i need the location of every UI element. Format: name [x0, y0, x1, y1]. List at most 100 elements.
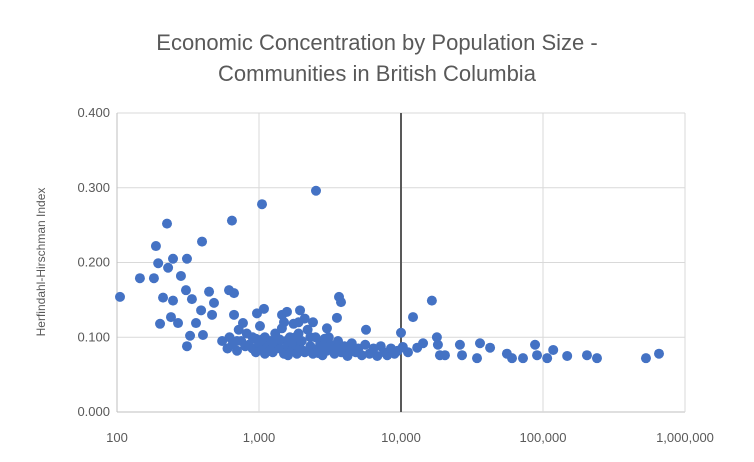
- x-tick-label: 1,000: [243, 430, 276, 445]
- x-tick-label: 10,000: [381, 430, 421, 445]
- data-point: [323, 332, 334, 343]
- data-point: [472, 353, 483, 364]
- data-point: [640, 353, 651, 364]
- data-point: [532, 350, 543, 361]
- data-point: [197, 236, 208, 247]
- data-point: [257, 199, 268, 210]
- data-point: [296, 344, 307, 355]
- data-point: [396, 327, 406, 338]
- data-point: [591, 353, 602, 364]
- data-point: [517, 353, 528, 364]
- data-point: [150, 241, 161, 252]
- data-point: [197, 330, 208, 341]
- data-point: [408, 312, 419, 323]
- data-point: [562, 350, 573, 361]
- data-point: [267, 337, 278, 348]
- data-point: [361, 324, 372, 335]
- data-point: [229, 288, 240, 299]
- data-point: [331, 312, 342, 323]
- data-point: [307, 317, 318, 328]
- data-point: [295, 305, 306, 316]
- data-point: [153, 258, 164, 269]
- data-point: [217, 335, 228, 346]
- data-point: [360, 339, 371, 350]
- data-point: [507, 353, 518, 364]
- data-point: [207, 309, 218, 320]
- data-point: [233, 324, 244, 335]
- data-point: [426, 295, 437, 306]
- data-point: [168, 295, 179, 306]
- x-tick-label: 100,000: [520, 430, 567, 445]
- data-point: [310, 185, 321, 196]
- data-point: [232, 345, 243, 356]
- data-point: [474, 338, 485, 349]
- data-point: [530, 339, 541, 350]
- data-point: [432, 339, 443, 350]
- data-point: [165, 312, 176, 323]
- chart-title-line-1: Economic Concentration by Population Siz…: [156, 30, 597, 55]
- data-point: [485, 342, 496, 353]
- data-point: [175, 270, 186, 281]
- data-point: [250, 347, 261, 358]
- x-tick-label: 100: [106, 430, 128, 445]
- data-point: [254, 321, 265, 332]
- data-point: [412, 342, 423, 353]
- y-tick-label: 0.400: [77, 105, 110, 120]
- x-tick-label: 1,000,000: [656, 430, 714, 445]
- data-point: [321, 323, 332, 334]
- y-tick-label: 0.000: [77, 404, 110, 419]
- data-point: [265, 345, 276, 356]
- data-point: [581, 350, 592, 361]
- data-point: [180, 285, 191, 296]
- data-point: [162, 218, 173, 229]
- data-point: [181, 253, 192, 264]
- data-point: [158, 292, 169, 303]
- data-point: [258, 303, 269, 314]
- data-point: [226, 215, 237, 226]
- chart-title-line-2: Communities in British Columbia: [218, 61, 537, 86]
- data-point: [542, 353, 553, 364]
- data-point: [439, 350, 450, 361]
- x-axis-ticks: 100 1,000 10,000 100,000 1,000,000: [106, 430, 714, 445]
- data-point: [454, 339, 465, 350]
- data-point: [548, 344, 559, 355]
- data-point: [317, 341, 328, 352]
- data-point: [457, 350, 468, 361]
- data-point: [168, 253, 179, 264]
- y-axis-ticks: 0.000 0.100 0.200 0.300 0.400: [77, 105, 110, 419]
- y-axis-label: Herfindahl-Hirschman Index: [34, 188, 48, 337]
- data-point: [279, 317, 290, 328]
- data-point: [431, 332, 442, 343]
- data-point: [148, 273, 159, 284]
- data-point: [331, 343, 342, 354]
- data-point: [305, 332, 316, 343]
- data-point: [402, 347, 413, 358]
- data-point: [155, 318, 166, 329]
- data-point: [281, 306, 292, 317]
- y-tick-label: 0.100: [77, 329, 110, 344]
- data-point: [173, 318, 184, 329]
- data-point: [181, 341, 192, 352]
- data-point: [345, 344, 356, 355]
- data-point: [229, 309, 240, 320]
- data-point: [336, 297, 347, 308]
- data-point: [196, 305, 207, 316]
- data-point: [185, 330, 196, 341]
- data-point: [247, 332, 258, 343]
- data-point: [115, 291, 126, 302]
- data-point: [356, 350, 367, 361]
- data-point: [204, 286, 215, 297]
- data-point: [134, 273, 145, 284]
- data-point: [293, 317, 304, 328]
- y-tick-label: 0.200: [77, 255, 110, 270]
- data-point: [654, 348, 665, 359]
- y-tick-label: 0.300: [77, 180, 110, 195]
- data-point: [186, 294, 197, 305]
- data-point: [257, 334, 268, 345]
- data-point: [232, 335, 243, 346]
- data-point: [208, 297, 219, 308]
- data-point: [190, 318, 201, 329]
- data-point: [282, 350, 293, 361]
- data-points: [115, 185, 665, 364]
